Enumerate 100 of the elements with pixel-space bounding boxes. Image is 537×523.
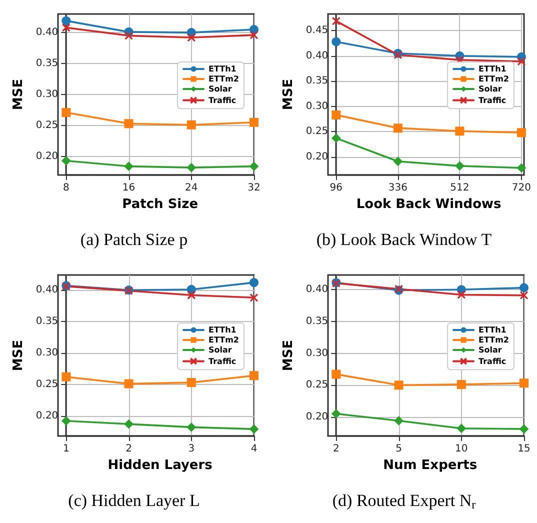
point (394, 416, 404, 426)
point (62, 416, 71, 426)
x-tick-label: 512 (450, 182, 470, 194)
point (186, 284, 196, 294)
point (62, 23, 70, 32)
point (124, 379, 134, 388)
legend-label: ETTm2 (478, 74, 510, 84)
legend-label: Traffic (478, 356, 506, 366)
x-tick-label: 8 (62, 182, 70, 194)
point (250, 371, 258, 380)
point (186, 378, 196, 388)
point (124, 420, 134, 429)
y-tick-label: 0.35 (306, 316, 328, 327)
point (332, 110, 341, 120)
legend-label: ETTh1 (478, 326, 507, 334)
point (62, 108, 71, 117)
point (517, 57, 526, 66)
legend-label: ETTm2 (208, 74, 240, 84)
y-tick-label: 0.30 (306, 100, 328, 112)
point (516, 128, 526, 138)
y-tick-label: 0.30 (36, 347, 58, 358)
x-axis-title: Look Back Windows (356, 196, 502, 212)
legend-label: Traffic (208, 96, 236, 105)
x-axis-title: Hidden Layers (108, 458, 213, 473)
point (62, 16, 71, 26)
y-tick-label: 0.35 (306, 76, 328, 87)
point (520, 291, 528, 300)
point (62, 156, 71, 166)
legend-label: ETTm2 (478, 336, 510, 344)
x-tick-label: 16 (122, 182, 136, 194)
x-tick-label: 2 (126, 444, 132, 454)
point (520, 378, 528, 388)
point (332, 16, 340, 26)
x-tick-label: 720 (512, 182, 532, 194)
y-tick-label: 0.25 (36, 120, 58, 131)
text: (b) Look Back Window T (316, 230, 492, 249)
text: (c) Hidden Layer L (68, 491, 200, 510)
point (124, 119, 134, 128)
point (186, 422, 196, 432)
y-tick-label: 0.25 (36, 378, 58, 390)
x-tick-label: 5 (396, 444, 402, 454)
x-tick-label: 2 (332, 444, 340, 454)
legend-label: ETTm2 (208, 336, 240, 344)
point (455, 126, 464, 136)
legend-label: ETTh1 (208, 64, 237, 74)
point (250, 278, 258, 288)
y-tick-label: 0.20 (306, 151, 328, 162)
y-tick-label: 0.30 (36, 89, 58, 100)
legend-label: Solar (478, 346, 502, 354)
y-tick-label: 0.35 (36, 58, 58, 70)
point (332, 370, 341, 379)
point (457, 290, 466, 300)
x-tick-label: 336 (388, 182, 408, 194)
y-tick-label: 0.35 (36, 316, 58, 328)
legend-label: ETTh1 (208, 326, 237, 334)
point (332, 37, 341, 46)
x-tick-label: 10 (455, 444, 468, 454)
y-tick-label: 0.25 (306, 380, 328, 391)
x-tick-label: 24 (185, 182, 198, 194)
point (332, 134, 341, 143)
y-tick-label: 0.40 (36, 284, 58, 296)
point (250, 162, 258, 171)
y-tick-label: 0.20 (36, 150, 58, 162)
y-tick-label: 0.40 (306, 284, 328, 296)
point (520, 424, 528, 434)
y-tick-label: 0.40 (36, 27, 58, 38)
y-tick-label: 0.45 (306, 25, 328, 36)
y-tick-label: 0.30 (306, 348, 328, 359)
point (186, 120, 196, 130)
x-tick-label: 1 (62, 444, 70, 454)
x-axis-title: Num Experts (383, 458, 478, 473)
x-tick-label: 32 (248, 182, 260, 194)
point (393, 124, 402, 133)
x-tick-label: 3 (188, 444, 195, 454)
text: (a) Patch Size p (80, 230, 188, 249)
point (250, 293, 258, 302)
point (250, 424, 258, 434)
point (456, 424, 466, 433)
point (394, 380, 404, 390)
legend-label: ETTh1 (478, 64, 507, 74)
legend-label: Traffic (478, 96, 506, 105)
point (455, 161, 464, 170)
y-axis-title: MSE (11, 78, 26, 110)
point (332, 409, 341, 418)
y-axis-title: MSE (11, 340, 26, 372)
x-axis-title: Patch Size (122, 196, 198, 212)
point (62, 372, 71, 382)
point (516, 163, 526, 172)
point (187, 290, 196, 300)
legend-label: Solar (208, 84, 232, 94)
point (186, 163, 196, 172)
y-tick-label: 0.25 (306, 126, 328, 138)
y-tick-label: 0.40 (306, 50, 328, 62)
point (520, 283, 528, 292)
y-axis-title: MSE (281, 340, 296, 372)
legend-label: Solar (478, 84, 502, 94)
legend-label: Solar (208, 346, 232, 354)
point (250, 30, 258, 40)
point (124, 162, 134, 171)
x-tick-label: 15 (518, 444, 530, 454)
